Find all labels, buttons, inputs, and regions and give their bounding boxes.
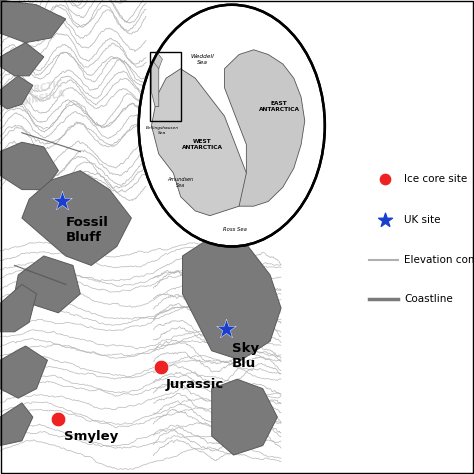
Polygon shape [22,171,131,265]
Text: Ross Sea: Ross Sea [223,228,247,232]
Polygon shape [152,69,250,216]
Point [381,216,388,224]
Text: ANTARCTIC
PENINSULA: ANTARCTIC PENINSULA [6,79,67,110]
Polygon shape [0,142,58,190]
Point [55,416,62,423]
Text: Jurassic: Jurassic [166,378,224,391]
Text: Coastline: Coastline [404,294,453,304]
Text: Weddell
Sea: Weddell Sea [191,54,214,64]
Polygon shape [212,379,277,455]
Point [58,198,66,205]
Polygon shape [0,0,66,43]
Polygon shape [182,237,281,360]
Text: Elevation contour: Elevation contour [404,255,474,265]
Polygon shape [0,43,44,76]
Circle shape [139,5,325,246]
Text: Amundsen
Sea: Amundsen Sea [168,177,194,188]
Polygon shape [0,284,36,332]
Polygon shape [225,50,305,206]
Text: Sky
Blu: Sky Blu [232,342,259,370]
Polygon shape [0,403,33,446]
Polygon shape [152,50,159,107]
Polygon shape [0,346,47,398]
Polygon shape [0,76,33,109]
Text: Bellingshausen
Sea: Bellingshausen Sea [146,126,179,135]
Text: Smyley: Smyley [64,430,118,443]
Point [381,175,388,182]
Text: Ice core site: Ice core site [404,173,467,184]
Text: UK site: UK site [404,215,441,225]
Point [222,326,230,333]
Polygon shape [152,50,163,69]
Text: EAST
ANTARCTICA: EAST ANTARCTICA [259,101,300,112]
Text: WEST
ANTARCTICA: WEST ANTARCTICA [182,139,223,150]
Polygon shape [15,256,80,313]
Text: Fossil
Bluff: Fossil Bluff [66,216,109,244]
Point [157,364,164,371]
